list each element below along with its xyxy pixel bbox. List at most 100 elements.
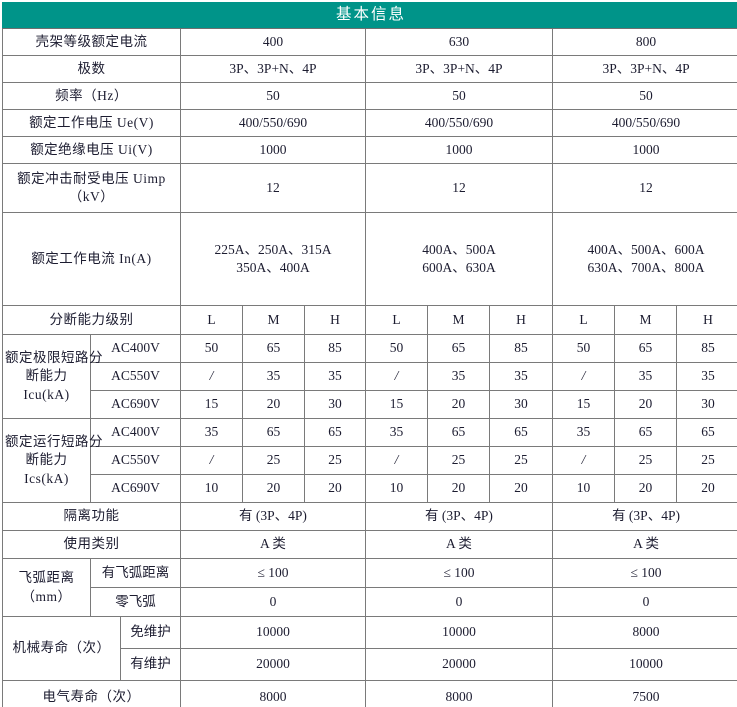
cell-ics-ac550v-c2L: /	[365, 446, 428, 475]
cell-ics-ac690v-c3H: 20	[675, 474, 737, 503]
cell-ui-col2: 1000	[365, 136, 553, 164]
row-label-frequency: 频率（Hz）	[2, 82, 181, 110]
cell-utilization-col2: A 类	[365, 530, 553, 559]
cell-icu-ac550v-c3L: /	[552, 362, 615, 391]
cell-ics-ac550v-c1M: 25	[242, 446, 305, 475]
cell-frame-current-400: 400	[180, 28, 366, 56]
cell-ue-col3: 400/550/690	[551, 109, 737, 137]
cell-frequency-col1: 50	[180, 82, 366, 110]
cell-poles-col2: 3P、3P+N、4P	[365, 55, 553, 83]
cell-zero-arc-col3: 0	[551, 587, 737, 617]
row-label-ics-line2: 断能力 Ics(kA)	[24, 452, 69, 486]
cell-maintenance-free-col3: 8000	[551, 616, 737, 649]
row-label-uimp-line1: 额定冲击耐受电压 Uimp	[17, 170, 166, 186]
cell-frequency-col2: 50	[365, 82, 553, 110]
cell-isolation-col1: 有 (3P、4P)	[180, 502, 366, 531]
sub-label-has-arc-distance: 有飞弧距离	[90, 558, 181, 588]
row-label-poles: 极数	[2, 55, 181, 83]
table-row: 额定绝缘电压 Ui(V) 1000 1000 1000	[2, 136, 737, 164]
grade-header-col2-M: M	[427, 305, 490, 335]
cell-ics-ac690v-c3L: 10	[552, 474, 615, 503]
sub-label-ics-ac550v: AC550V	[90, 446, 181, 475]
cell-icu-ac690v-c2L: 15	[365, 390, 428, 419]
cell-uimp-col1: 12	[180, 163, 366, 213]
cell-ics-ac690v-c1M: 20	[242, 474, 305, 503]
cell-ics-ac690v-c2M: 20	[427, 474, 490, 503]
table-row: 飞弧距离 （mm） 有飞弧距离 ≤ 100 ≤ 100 ≤ 100	[2, 558, 737, 617]
cell-poles-col3: 3P、3P+N、4P	[551, 55, 737, 83]
row-label-icu-line2: 断能力 Icu(kA)	[23, 368, 70, 402]
grade-header-col1-H: H	[304, 305, 366, 335]
cell-icu-ac690v-c3L: 15	[552, 390, 615, 419]
cell-ics-ac400v-c2H: 65	[489, 418, 553, 447]
cell-in-col3: 400A、500A、600A 630A、700A、800A	[551, 212, 737, 306]
table-row: 有维护 20000 20000 10000	[3, 648, 737, 681]
sub-label-ics-ac690v: AC690V	[90, 474, 181, 503]
cell-has-arc-distance-col2: ≤ 100	[365, 558, 553, 588]
cell-ics-ac550v-c3L: /	[552, 446, 615, 475]
grade-header-col3-L: L	[552, 305, 615, 335]
cell-utilization-col3: A 类	[551, 530, 737, 559]
row-label-arc-distance: 飞弧距离 （mm）	[2, 558, 91, 617]
cell-poles-col1: 3P、3P+N、4P	[180, 55, 366, 83]
cell-in-col3-line2: 630A、700A、800A	[587, 260, 705, 275]
cell-icu-ac400v-c1L: 50	[180, 334, 243, 363]
table-row: 频率（Hz） 50 50 50	[2, 82, 737, 110]
table-row: AC550V / 25 25 / 25 25 / 25 25	[3, 446, 737, 475]
sub-label-icu-ac690v: AC690V	[90, 390, 181, 419]
cell-icu-ac550v-c3M: 35	[614, 362, 677, 391]
row-label-isolation: 隔离功能	[2, 502, 181, 531]
cell-elec-life-col2: 8000	[365, 680, 553, 707]
cell-uimp-col3: 12	[551, 163, 737, 213]
sub-label-ics-ac400v: AC400V	[90, 418, 181, 447]
cell-ics-ac690v-c1H: 20	[304, 474, 366, 503]
table-row: 隔离功能 有 (3P、4P) 有 (3P、4P) 有 (3P、4P)	[2, 502, 737, 531]
row-label-ui: 额定绝缘电压 Ui(V)	[2, 136, 181, 164]
cell-icu-ac400v-c3M: 65	[614, 334, 677, 363]
cell-utilization-col1: A 类	[180, 530, 366, 559]
table-row: AC550V / 35 35 / 35 35 / 35 35	[3, 362, 737, 391]
table-row: 额定运行短路分 断能力 Ics(kA) AC400V 35 65 65 35 6…	[2, 418, 737, 503]
sub-label-icu-ac550v: AC550V	[90, 362, 181, 391]
cell-uimp-col2: 12	[365, 163, 553, 213]
cell-isolation-col2: 有 (3P、4P)	[365, 502, 553, 531]
cell-icu-ac690v-c1L: 15	[180, 390, 243, 419]
cell-in-col2-line2: 600A、630A	[422, 260, 496, 275]
row-label-arc-distance-line1: 飞弧距离	[18, 570, 75, 586]
cell-frame-current-630: 630	[365, 28, 553, 56]
table-row: 额定冲击耐受电压 Uimp （kV） 12 12 12	[2, 163, 737, 213]
cell-in-col2-line1: 400A、500A	[422, 241, 496, 257]
cell-elec-life-col3: 7500	[551, 680, 737, 707]
row-label-arc-distance-line2: （mm）	[21, 588, 72, 604]
cell-ui-col1: 1000	[180, 136, 366, 164]
cell-in-col1-line1: 225A、250A、315A	[214, 241, 332, 257]
cell-icu-ac690v-c3H: 30	[675, 390, 737, 419]
cell-in-col3-line1: 400A、500A、600A	[587, 241, 705, 257]
cell-frame-current-800: 800	[551, 28, 737, 56]
table-row: 额定工作电流 In(A) 225A、250A、315A 350A、400A 40…	[2, 212, 737, 306]
cell-ics-ac690v-c1L: 10	[180, 474, 243, 503]
cell-zero-arc-col1: 0	[180, 587, 366, 617]
sub-label-zero-arc: 零飞弧	[90, 587, 181, 617]
cell-ics-ac400v-c1L: 35	[180, 418, 243, 447]
cell-ui-col3: 1000	[551, 136, 737, 164]
grade-header-col1-M: M	[242, 305, 305, 335]
cell-frequency-col3: 50	[551, 82, 737, 110]
cell-in-col2: 400A、500A 600A、630A	[365, 212, 553, 306]
row-label-in: 额定工作电流 In(A)	[2, 212, 181, 306]
cell-elec-life-col1: 8000	[180, 680, 366, 707]
cell-icu-ac400v-c2H: 85	[489, 334, 553, 363]
cell-icu-ac400v-c3L: 50	[552, 334, 615, 363]
cell-ics-ac690v-c2L: 10	[365, 474, 428, 503]
cell-ics-ac550v-c3H: 25	[675, 446, 737, 475]
row-label-ics: 额定运行短路分 断能力 Ics(kA)	[2, 418, 103, 503]
cell-icu-ac550v-c3H: 35	[675, 362, 737, 391]
table-banner-row: 基本信息	[1, 2, 737, 29]
cell-in-col1: 225A、250A、315A 350A、400A	[180, 212, 366, 306]
cell-icu-ac550v-c1M: 35	[242, 362, 305, 391]
banner-title: 基本信息	[1, 2, 737, 29]
cell-has-arc-distance-col1: ≤ 100	[180, 558, 366, 588]
cell-with-maintenance-col1: 20000	[180, 648, 366, 681]
